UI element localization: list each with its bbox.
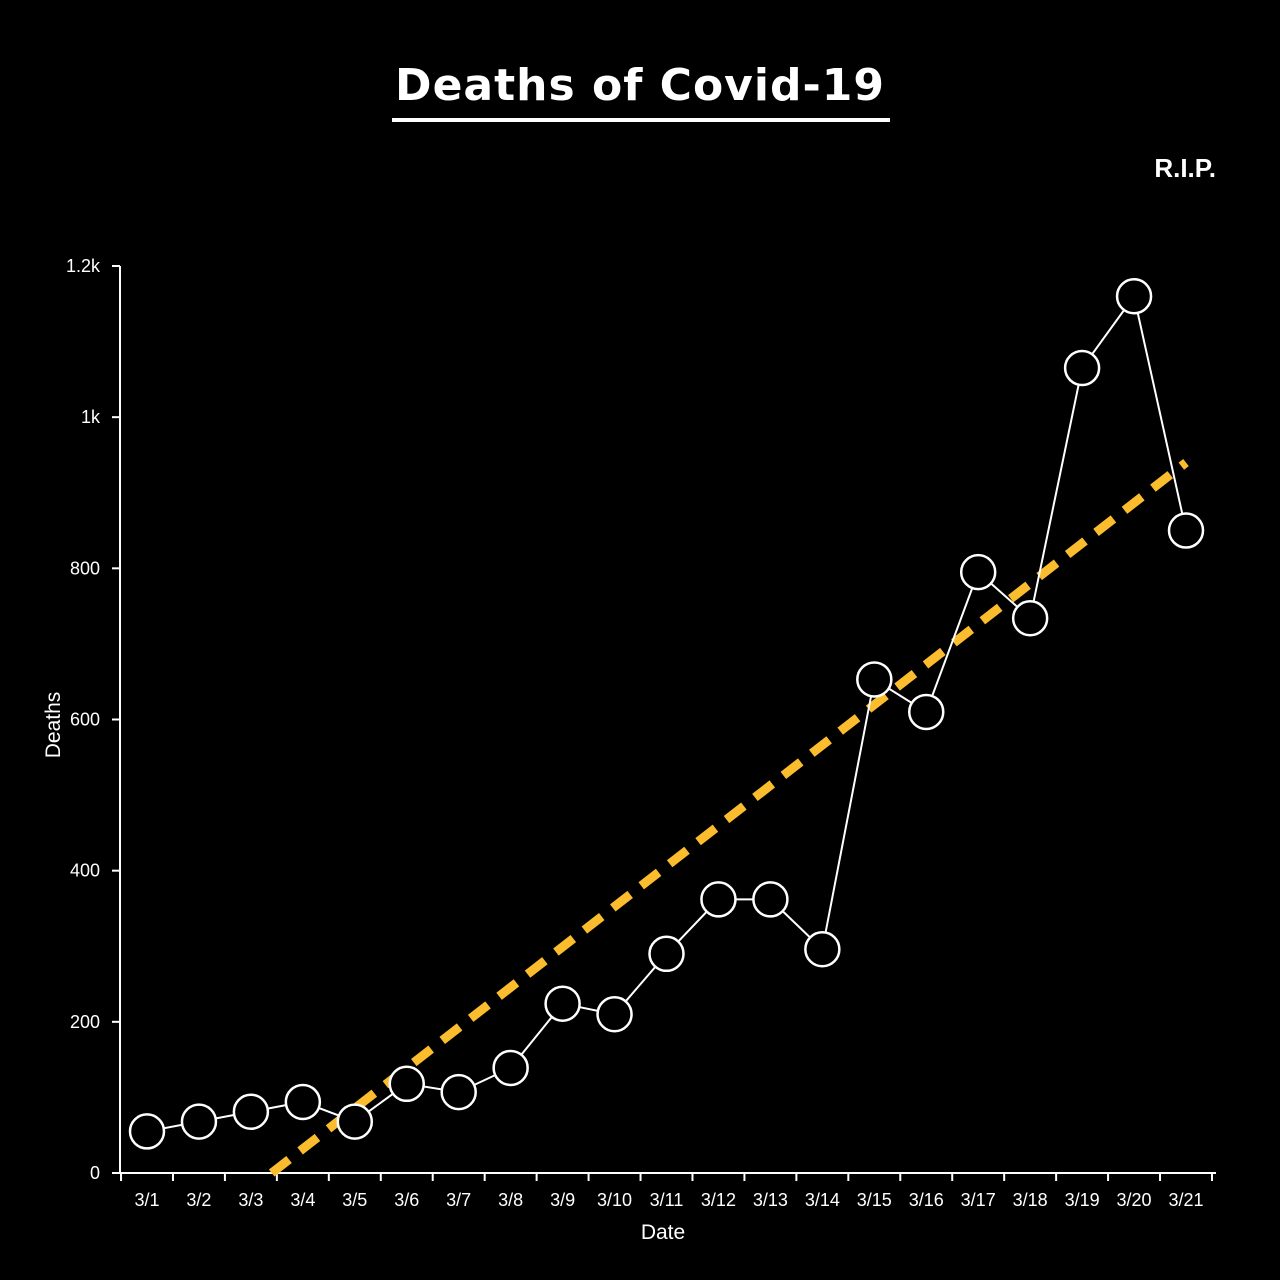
data-point xyxy=(648,935,685,973)
data-point xyxy=(1115,277,1153,315)
x-tick-label: 3/5 xyxy=(342,1190,367,1210)
data-point xyxy=(1063,349,1101,387)
x-tick-label: 3/11 xyxy=(650,1190,684,1210)
chart-subtitle: R.I.P. xyxy=(1154,153,1216,183)
x-axis-title: Date xyxy=(641,1221,685,1244)
data-point xyxy=(336,1103,374,1140)
y-tick-label: 400 xyxy=(70,861,100,881)
data-point xyxy=(388,1065,425,1103)
x-tick-label: 3/13 xyxy=(753,1190,788,1210)
x-tick-label: 3/19 xyxy=(1065,1190,1100,1210)
data-point xyxy=(232,1093,270,1131)
x-tick-label: 3/18 xyxy=(1013,1190,1048,1210)
x-tick-label: 3/17 xyxy=(961,1190,996,1210)
data-point xyxy=(180,1103,218,1140)
x-tick-label: 3/16 xyxy=(909,1190,944,1210)
x-tick-label: 3/14 xyxy=(805,1190,840,1210)
data-point xyxy=(959,553,997,591)
data-point xyxy=(440,1073,477,1111)
data-point xyxy=(856,661,893,698)
axes: 0 200 400 600 800 1k 1.2k 3/1 3/2 3/3 3/4 3/5 3/6 3/7… xyxy=(66,256,1216,1210)
data-point xyxy=(128,1113,166,1150)
x-tick-label: 3/6 xyxy=(394,1190,419,1210)
y-axis-title: Deaths xyxy=(42,692,65,759)
x-tick-label: 3/12 xyxy=(701,1190,736,1210)
data-point xyxy=(804,931,841,968)
series-line xyxy=(146,293,1187,1133)
x-tick-label: 3/8 xyxy=(498,1190,523,1210)
y-tick-label: 800 xyxy=(70,558,100,578)
y-tick-label: 1.2k xyxy=(66,256,101,276)
data-point xyxy=(752,881,789,918)
x-tick-label: 3/21 xyxy=(1168,1190,1203,1210)
x-tick-label: 3/7 xyxy=(446,1190,471,1210)
x-tick-label: 3/2 xyxy=(186,1190,211,1210)
x-tick-label: 3/1 xyxy=(134,1190,159,1210)
x-tick-label: 3/10 xyxy=(597,1190,632,1210)
data-point xyxy=(1167,512,1205,549)
data-point xyxy=(284,1083,322,1121)
trendline xyxy=(268,458,1189,1177)
data-point xyxy=(544,985,581,1022)
data-point xyxy=(1011,599,1049,637)
data-point xyxy=(596,996,633,1033)
data-point xyxy=(908,693,945,731)
data-point xyxy=(700,881,737,918)
x-tick-label: 3/15 xyxy=(857,1190,892,1210)
x-tick-label: 3/20 xyxy=(1117,1190,1152,1210)
y-tick-label: 200 xyxy=(70,1012,100,1032)
x-tick-label: 3/3 xyxy=(238,1190,263,1210)
data-point xyxy=(492,1049,529,1087)
trendline-layer xyxy=(268,458,1189,1177)
y-tick-label: 1k xyxy=(81,407,101,427)
x-tick-label: 3/9 xyxy=(550,1190,575,1210)
y-tick-label: 600 xyxy=(70,710,100,730)
y-tick-label: 0 xyxy=(90,1163,100,1183)
x-tick-label: 3/4 xyxy=(290,1190,315,1210)
series-layer xyxy=(128,277,1205,1150)
chart-title: Deaths of Covid-19 xyxy=(395,60,885,111)
